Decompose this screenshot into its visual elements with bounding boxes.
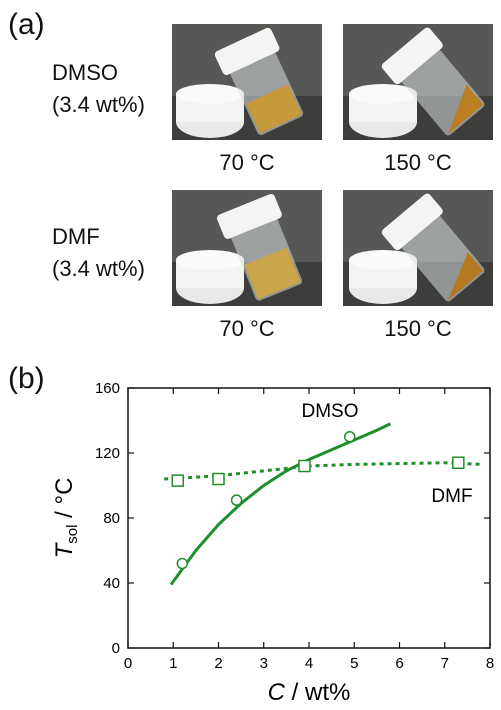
photo-dmf-150c xyxy=(343,190,493,306)
fit-line-dmso xyxy=(169,422,392,586)
x-tick-label: 6 xyxy=(395,655,403,672)
data-point-dmso xyxy=(343,431,356,443)
x-tick-label: 2 xyxy=(214,655,222,672)
series-label-dmf: DMF xyxy=(431,486,472,507)
photo-dmf-70c xyxy=(172,190,322,306)
x-tick-label: 1 xyxy=(169,655,177,672)
row1-concentration-label: (3.4 wt%) xyxy=(52,92,145,117)
temp-label-dmso-70: 70 °C xyxy=(219,150,275,175)
y-tick-label: 120 xyxy=(95,445,120,462)
data-point-dmso xyxy=(230,494,243,506)
series-label-dmso: DMSO xyxy=(302,401,359,422)
temp-label-dmso-150: 150 °C xyxy=(384,150,452,175)
panel-b-label: (b) xyxy=(8,362,45,395)
vial-photo-dmf-liquid xyxy=(343,190,493,306)
y-tick-label: 0 xyxy=(112,640,120,657)
y-axis-label: Tsol / °C xyxy=(51,478,81,559)
temp-label-dmf-70: 70 °C xyxy=(219,316,275,341)
panel-a-label: (a) xyxy=(8,8,45,41)
data-point-dmso xyxy=(176,557,189,570)
row2-concentration-label: (3.4 wt%) xyxy=(52,256,145,281)
fit-line-dmf xyxy=(164,461,482,481)
x-tick-label: 5 xyxy=(350,655,358,672)
x-tick-label: 4 xyxy=(305,655,313,672)
temp-label-dmf-150: 150 °C xyxy=(384,316,452,341)
y-tick-label: 160 xyxy=(95,380,120,397)
row2-solvent-label: DMF xyxy=(52,224,100,249)
data-point-dmf xyxy=(452,456,465,469)
vial-photo-dmf-gel xyxy=(172,190,322,306)
x-tick-label: 7 xyxy=(441,655,449,672)
vial-photo-dmso-liquid xyxy=(343,24,493,140)
plot-frame xyxy=(127,387,491,649)
x-tick-label: 0 xyxy=(124,655,132,672)
vial-photo-dmso-gel xyxy=(172,24,322,140)
data-point-dmf xyxy=(298,459,311,473)
y-tick-label: 40 xyxy=(103,575,120,592)
photo-dmso-70c xyxy=(172,24,322,140)
photo-dmso-150c xyxy=(343,24,493,140)
y-tick-label: 80 xyxy=(103,510,120,527)
x-axis-label: C / wt% xyxy=(268,679,351,706)
data-point-dmf xyxy=(171,474,185,487)
x-tick-label: 3 xyxy=(260,655,268,672)
row1-solvent-label: DMSO xyxy=(52,60,118,85)
data-point-dmf xyxy=(212,472,225,486)
x-tick-label: 8 xyxy=(486,655,494,672)
